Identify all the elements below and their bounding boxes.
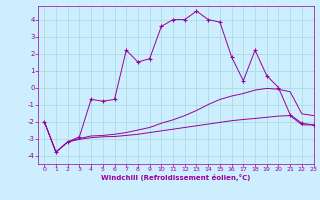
X-axis label: Windchill (Refroidissement éolien,°C): Windchill (Refroidissement éolien,°C) — [101, 174, 251, 181]
